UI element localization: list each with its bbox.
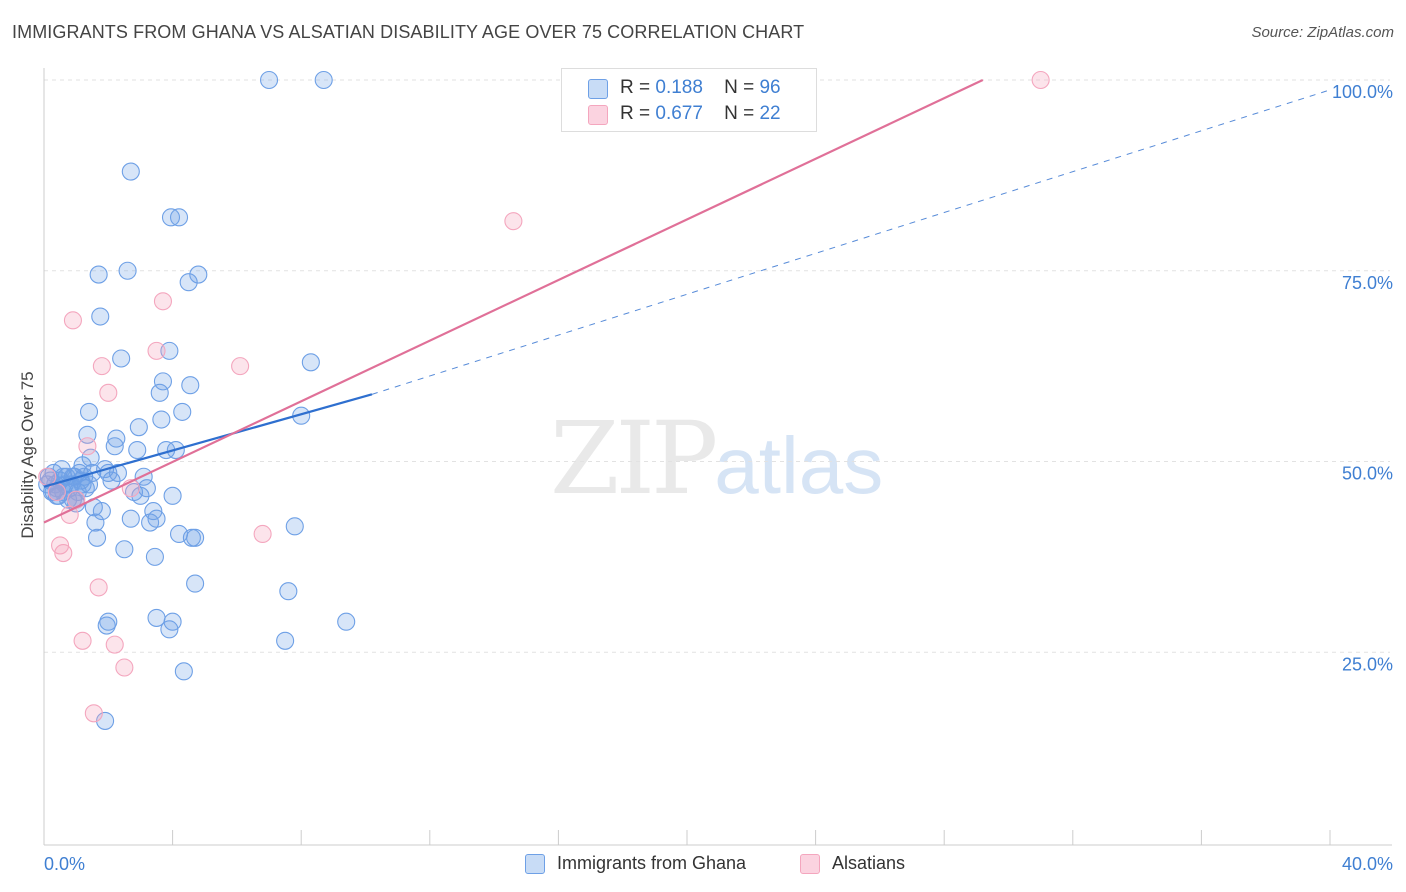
- point-ghana: [121, 509, 140, 528]
- legend-swatch-ghana: [588, 79, 608, 99]
- y-tick-label: 75.0%: [1342, 273, 1393, 293]
- n-label: N =: [724, 103, 755, 124]
- point-ghana: [86, 513, 105, 532]
- point-ghana: [259, 70, 279, 90]
- point-ghana: [163, 612, 182, 631]
- point-ghana: [89, 265, 108, 284]
- point-ghana: [301, 353, 320, 372]
- trendline-ghana: [43, 393, 373, 488]
- r-value-alsatians: 0.677: [655, 103, 703, 124]
- r-value-ghana: 0.188: [655, 77, 703, 98]
- point-ghana: [173, 402, 192, 421]
- point-ghana: [115, 540, 134, 559]
- point-ghana: [121, 162, 140, 181]
- point-ghana: [186, 574, 205, 593]
- point-ghana: [160, 341, 179, 360]
- point-alsatian: [1031, 70, 1050, 90]
- point-ghana: [181, 376, 200, 395]
- point-alsatian: [147, 341, 166, 360]
- point-ghana: [87, 528, 107, 547]
- r-label: R =: [620, 103, 651, 124]
- point-ghana: [92, 502, 111, 521]
- point-ghana: [145, 547, 164, 566]
- point-ghana: [174, 662, 193, 681]
- legend-text-alsatians: R = 0.677 N = 22: [620, 103, 781, 125]
- point-alsatian: [38, 467, 57, 486]
- bottom-swatch-ghana: [525, 854, 545, 874]
- chart-title: IMMIGRANTS FROM GHANA VS ALSATIAN DISABI…: [12, 22, 805, 42]
- x-tick-label: 40.0%: [1342, 854, 1393, 874]
- legend-swatch-alsatians: [588, 105, 608, 125]
- point-ghana: [189, 265, 208, 284]
- point-ghana: [112, 349, 131, 368]
- stats-legend: R = 0.188 N = 96 R = 0.677 N = 22: [561, 68, 817, 132]
- r-label: R =: [620, 77, 651, 98]
- point-alsatian: [253, 524, 272, 544]
- point-alsatian: [231, 357, 250, 376]
- n-value-alsatians: 22: [759, 103, 781, 124]
- point-alsatian: [54, 544, 73, 563]
- point-ghana: [79, 402, 99, 421]
- point-ghana: [47, 486, 66, 505]
- point-ghana: [102, 471, 121, 490]
- point-alsatian: [73, 631, 92, 650]
- point-ghana: [186, 528, 205, 547]
- point-ghana: [179, 273, 198, 292]
- watermark-zip: ZIP: [550, 400, 718, 517]
- point-ghana: [150, 383, 169, 402]
- watermark: ZIPatlas: [550, 400, 883, 517]
- bottom-legend-label-ghana: Immigrants from Ghana: [557, 853, 747, 873]
- point-ghana: [107, 429, 126, 448]
- y-tick-label: 50.0%: [1342, 464, 1393, 484]
- y-tick-label: 25.0%: [1342, 654, 1393, 674]
- trendline-ghana-extension: [371, 89, 1331, 395]
- point-ghana: [81, 448, 100, 467]
- point-ghana: [337, 612, 356, 631]
- point-ghana: [118, 261, 137, 280]
- point-ghana: [137, 479, 156, 498]
- point-alsatian: [89, 578, 108, 597]
- point-alsatian: [47, 482, 66, 502]
- point-ghana: [279, 582, 298, 601]
- point-ghana: [314, 70, 333, 90]
- point-ghana: [129, 418, 148, 437]
- point-ghana: [147, 509, 166, 528]
- point-ghana: [169, 208, 189, 227]
- trendline-alsatians: [43, 79, 984, 524]
- bottom-swatch-alsatians: [800, 854, 820, 874]
- point-ghana: [108, 463, 127, 482]
- point-alsatian: [105, 635, 124, 654]
- point-ghana: [128, 441, 147, 460]
- source-label: Source: ZipAtlas.com: [1251, 24, 1394, 41]
- n-label: N =: [724, 77, 755, 98]
- point-alsatian: [92, 357, 111, 376]
- point-alsatian: [63, 311, 82, 330]
- watermark-atlas: atlas: [714, 421, 884, 510]
- point-ghana: [99, 612, 118, 631]
- point-ghana: [163, 486, 182, 505]
- y-tick-label: 100.0%: [1332, 82, 1393, 102]
- point-ghana: [285, 517, 304, 536]
- bottom-legend-label-alsatians: Alsatians: [832, 853, 906, 873]
- legend-text-ghana: R = 0.188 N = 96: [620, 77, 781, 99]
- point-alsatian: [504, 212, 523, 231]
- point-alsatian: [78, 437, 97, 456]
- point-alsatian: [60, 505, 79, 524]
- point-ghana: [153, 372, 173, 391]
- x-tick-label: 0.0%: [44, 854, 85, 874]
- point-ghana: [131, 486, 150, 505]
- point-ghana: [276, 631, 295, 650]
- point-ghana: [152, 410, 171, 429]
- point-alsatian: [84, 704, 103, 723]
- point-ghana: [91, 307, 110, 326]
- point-ghana: [105, 437, 124, 456]
- point-ghana: [79, 475, 99, 494]
- point-alsatian: [99, 383, 118, 402]
- n-value-ghana: 96: [759, 77, 781, 98]
- point-alsatian: [115, 658, 134, 677]
- point-alsatian: [153, 292, 173, 311]
